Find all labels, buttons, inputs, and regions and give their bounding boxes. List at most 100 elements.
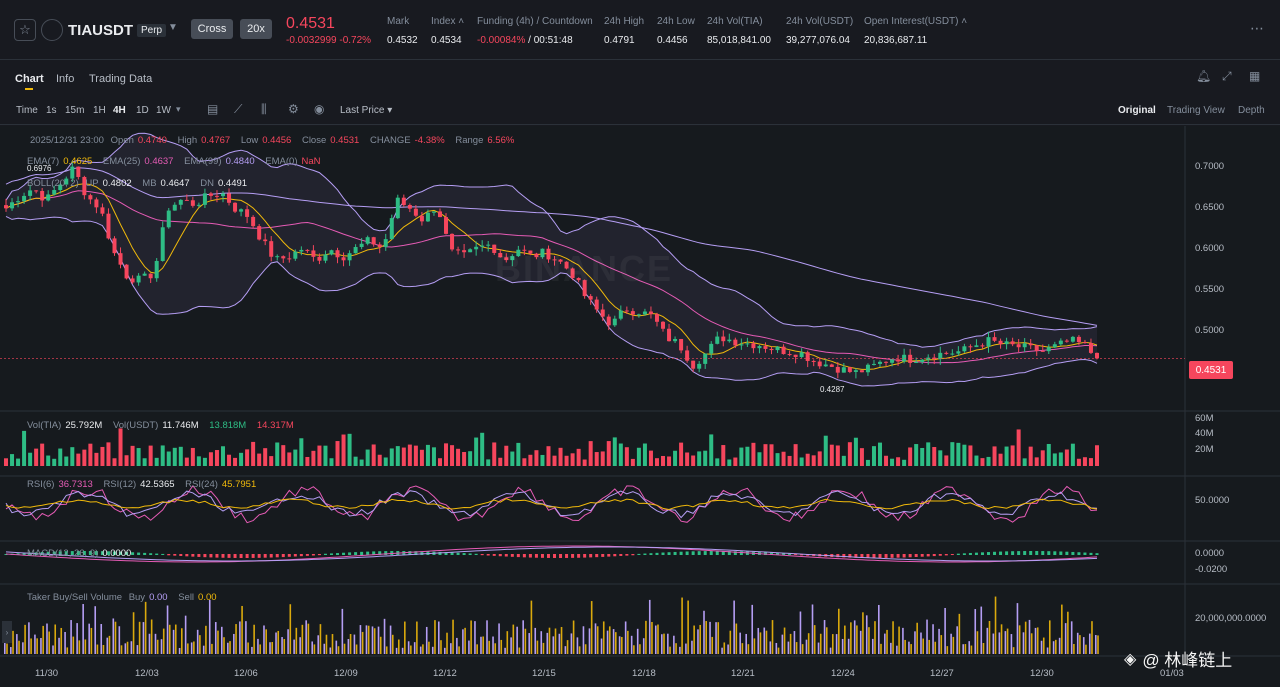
candle bbox=[546, 248, 551, 260]
view-trading-view[interactable]: Trading View bbox=[1167, 105, 1225, 116]
symbol-name[interactable]: TIAUSDT bbox=[68, 22, 133, 39]
tab-chart[interactable]: Chart bbox=[15, 73, 44, 85]
volume-bar bbox=[1052, 453, 1057, 466]
bell-icon[interactable]: 🔔︎ bbox=[1196, 69, 1212, 83]
taker-sell-bar bbox=[783, 627, 786, 654]
taker-sell-bar bbox=[470, 620, 472, 654]
indicator-icon[interactable]: ⟋ bbox=[234, 102, 243, 116]
taker-buy-bar bbox=[709, 621, 711, 654]
macd-bar bbox=[607, 554, 611, 557]
volume-bar bbox=[986, 456, 991, 466]
volume-bar bbox=[112, 458, 117, 466]
taker-sell-bar bbox=[488, 640, 491, 654]
macd-bar bbox=[131, 552, 135, 555]
expand-icon[interactable]: ⤢ bbox=[1222, 69, 1232, 83]
taker-buy-bar bbox=[811, 604, 814, 654]
taker-sell-bar bbox=[301, 624, 304, 654]
macd-bar bbox=[336, 553, 340, 555]
stat-index[interactable]: Index ˄ 0.4534 bbox=[431, 16, 465, 46]
candle bbox=[534, 253, 539, 258]
candle bbox=[269, 241, 274, 257]
taker-buy-bar bbox=[878, 604, 880, 654]
ema-legend: EMA(7) 0.4625 EMA(25) 0.4637 EMA(99) 0.4840… bbox=[27, 156, 321, 167]
view-depth[interactable]: Depth bbox=[1238, 105, 1265, 116]
timeframe-4h[interactable]: 4H bbox=[113, 105, 126, 116]
taker-buy-bar bbox=[612, 629, 615, 654]
record-icon[interactable]: ◉ bbox=[314, 102, 325, 116]
volume-bar bbox=[751, 442, 756, 466]
leverage-button[interactable]: 20x bbox=[240, 19, 272, 39]
volume-bar bbox=[1004, 446, 1009, 466]
more-icon[interactable]: ⋯ bbox=[1250, 20, 1264, 36]
taker-sell-bar bbox=[132, 612, 135, 654]
margin-mode-button[interactable]: Cross bbox=[191, 19, 233, 39]
taker-sell-bar bbox=[126, 641, 129, 654]
caret-icon: ˄ bbox=[458, 16, 465, 27]
timeframe-15m[interactable]: 15m bbox=[65, 105, 85, 116]
taker-buy-bar bbox=[142, 622, 145, 654]
bollinger-upper-line bbox=[5, 132, 1098, 348]
volume-bar bbox=[245, 449, 250, 466]
settings-icon[interactable]: ⚙︎ bbox=[288, 102, 299, 116]
taker-buy-bar bbox=[401, 647, 404, 654]
candle bbox=[365, 237, 370, 244]
macd-bar bbox=[974, 552, 978, 555]
taker-sell-bar bbox=[500, 639, 503, 654]
taker-sell-bar bbox=[1036, 627, 1039, 654]
candle bbox=[980, 345, 985, 347]
macd-bar bbox=[908, 554, 912, 558]
timeframe-1h[interactable]: 1H bbox=[93, 105, 106, 116]
volume-bar bbox=[570, 453, 575, 466]
candle bbox=[275, 256, 280, 258]
chart-area[interactable]: BINANCE 2025/12/31 23:00 Open 0.4740 High… bbox=[0, 126, 1280, 687]
caret-icon: ˄ bbox=[961, 16, 968, 27]
price-type-select[interactable]: Last Price ▾ bbox=[340, 105, 393, 116]
taker-buy-bar bbox=[540, 631, 543, 654]
volume-bar bbox=[673, 450, 678, 466]
star-icon[interactable]: ☆ bbox=[14, 19, 36, 41]
timeframe-1w[interactable]: 1W bbox=[156, 105, 171, 116]
candle bbox=[263, 239, 268, 242]
chevron-right-icon[interactable]: › bbox=[2, 621, 12, 643]
candle bbox=[600, 309, 605, 317]
candle-style-icon[interactable]: ⫼ bbox=[261, 102, 267, 116]
volume-axis-label: 40M bbox=[1195, 428, 1214, 439]
calendar-icon[interactable]: ▤ bbox=[207, 102, 219, 116]
candle bbox=[64, 178, 69, 185]
candlestick-chart[interactable] bbox=[0, 126, 1280, 687]
volume-bar bbox=[76, 453, 81, 466]
taker-buy-bar bbox=[534, 627, 537, 654]
coin-logo-icon bbox=[41, 19, 63, 41]
taker-sell-bar bbox=[952, 636, 955, 654]
tab-info[interactable]: Info bbox=[56, 73, 75, 85]
view-original[interactable]: Original bbox=[1118, 105, 1156, 116]
volume-bar bbox=[431, 447, 436, 466]
candle bbox=[654, 314, 659, 322]
timeframe-time[interactable]: Time bbox=[16, 105, 38, 116]
tab-trading-data[interactable]: Trading Data bbox=[89, 73, 153, 85]
timeframe-1s[interactable]: 1s bbox=[46, 105, 57, 116]
volume-bar bbox=[323, 445, 328, 466]
taker-buy-bar bbox=[739, 632, 741, 654]
taker-buy-bar bbox=[968, 641, 971, 654]
macd-axis-label: 0.0000 bbox=[1195, 548, 1225, 559]
macd-bar bbox=[920, 554, 924, 557]
volume-bar bbox=[721, 445, 726, 466]
taker-sell-bar bbox=[325, 634, 328, 654]
taker-buy-bar bbox=[492, 636, 494, 654]
volume-bar bbox=[353, 456, 358, 466]
taker-buy-bar bbox=[805, 639, 808, 654]
macd-bar bbox=[1041, 551, 1045, 555]
macd-bar bbox=[571, 554, 575, 558]
taker-sell-bar bbox=[404, 621, 406, 654]
stat-open-interest[interactable]: Open Interest(USDT) ˄ 20,836,687.11 bbox=[864, 16, 968, 46]
timeframe-1d[interactable]: 1D bbox=[136, 105, 149, 116]
taker-buy-bar bbox=[926, 619, 928, 654]
grid-icon[interactable]: ▦ bbox=[1249, 69, 1261, 83]
candle bbox=[1070, 336, 1075, 342]
timeframe-caret-icon[interactable]: ▾ bbox=[176, 104, 181, 114]
candle bbox=[34, 190, 39, 192]
volume-bar bbox=[661, 455, 666, 466]
high-price-marker: 0.6976 bbox=[27, 164, 52, 173]
caret-down-icon[interactable]: ▼ bbox=[168, 22, 178, 33]
